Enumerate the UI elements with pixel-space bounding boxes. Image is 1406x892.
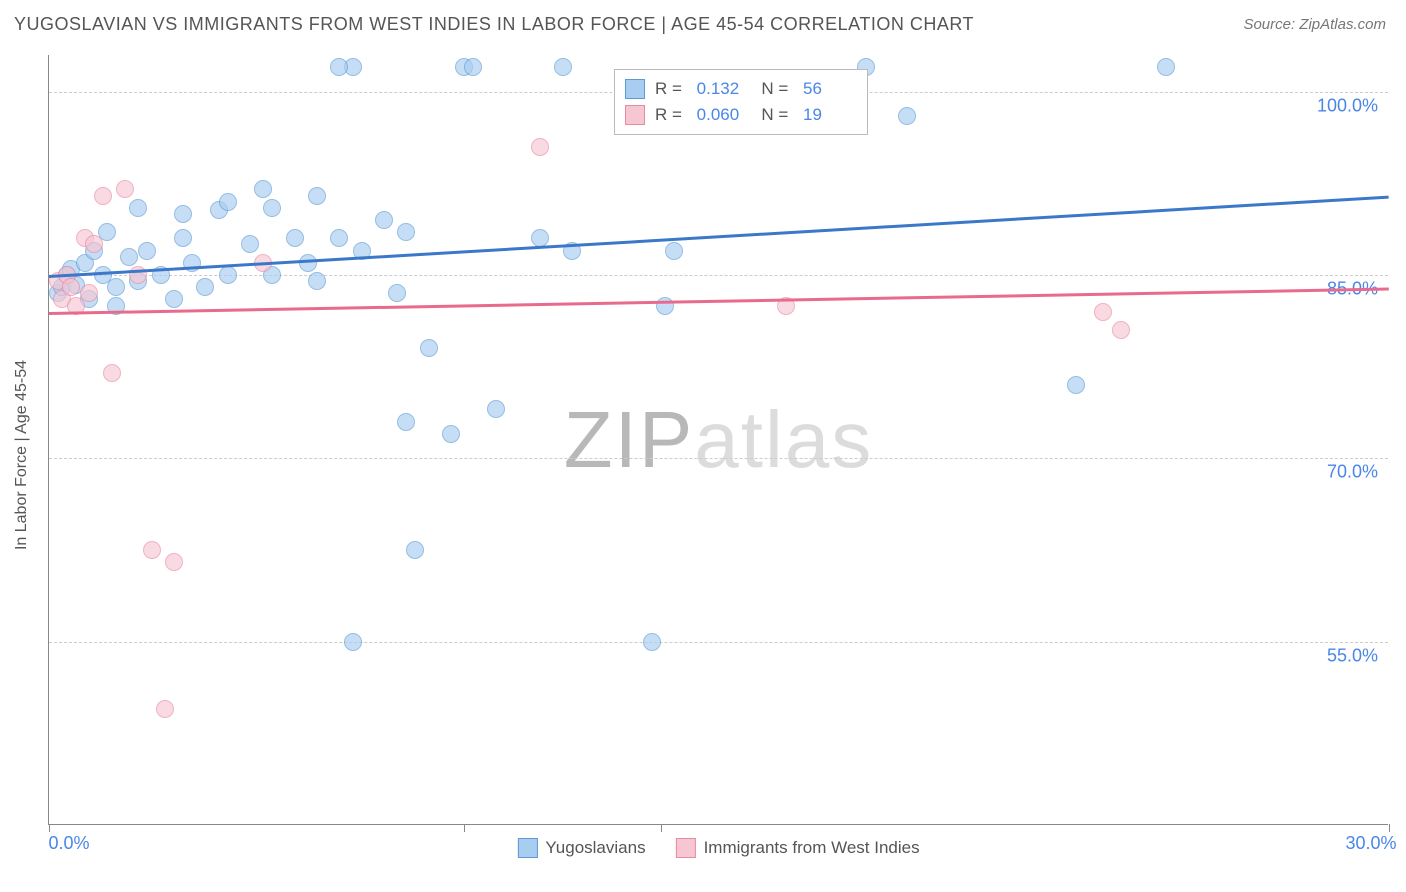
scatter-point (219, 266, 237, 284)
scatter-point (388, 284, 406, 302)
y-tick-label: 100.0% (1317, 95, 1378, 116)
scatter-point (165, 553, 183, 571)
scatter-point (330, 229, 348, 247)
scatter-point (554, 58, 572, 76)
source-credit: Source: ZipAtlas.com (1243, 16, 1386, 33)
scatter-point (308, 187, 326, 205)
scatter-point (464, 58, 482, 76)
trend-line (49, 287, 1389, 314)
scatter-point (656, 297, 674, 315)
legend-swatch (517, 838, 537, 858)
scatter-point (94, 187, 112, 205)
scatter-point (174, 229, 192, 247)
legend-n-label: N = (757, 102, 793, 128)
legend-n-value: 19 (803, 102, 853, 128)
x-tick (49, 824, 50, 832)
scatter-point (62, 278, 80, 296)
legend-r-label: R = (655, 102, 687, 128)
scatter-point (120, 248, 138, 266)
scatter-point (406, 541, 424, 559)
gridline (49, 642, 1388, 643)
scatter-point (898, 107, 916, 125)
y-tick-label: 70.0% (1327, 462, 1378, 483)
scatter-point (80, 284, 98, 302)
scatter-point (344, 633, 362, 651)
x-tick (661, 824, 662, 832)
legend-item: Yugoslavians (517, 838, 645, 858)
scatter-point (330, 58, 348, 76)
scatter-point (143, 541, 161, 559)
scatter-point (107, 278, 125, 296)
y-tick-label: 55.0% (1327, 645, 1378, 666)
scatter-point (1067, 376, 1085, 394)
scatter-point (138, 242, 156, 260)
legend-swatch (676, 838, 696, 858)
plot-area: ZIPatlas 55.0%70.0%85.0%100.0%0.0%30.0%R… (48, 55, 1388, 825)
legend-row: R = 0.132 N = 56 (625, 76, 853, 102)
scatter-point (286, 229, 304, 247)
scatter-point (442, 425, 460, 443)
scatter-point (263, 199, 281, 217)
series-legend: Yugoslavians Immigrants from West Indies (517, 838, 919, 858)
gridline (49, 275, 1388, 276)
scatter-point (375, 211, 393, 229)
scatter-point (308, 272, 326, 290)
page-title: YUGOSLAVIAN VS IMMIGRANTS FROM WEST INDI… (14, 14, 974, 35)
correlation-legend: R = 0.132 N = 56R = 0.060 N = 19 (614, 69, 868, 135)
scatter-point (1157, 58, 1175, 76)
legend-r-value: 0.132 (697, 76, 747, 102)
y-axis-label: In Labor Force | Age 45-54 (13, 360, 31, 550)
scatter-point (85, 235, 103, 253)
legend-item: Immigrants from West Indies (676, 838, 920, 858)
scatter-point (241, 235, 259, 253)
legend-label: Immigrants from West Indies (704, 838, 920, 858)
scatter-point (129, 199, 147, 217)
scatter-point (165, 290, 183, 308)
legend-r-label: R = (655, 76, 687, 102)
legend-swatch (625, 105, 645, 125)
scatter-point (1094, 303, 1112, 321)
x-tick-label: 0.0% (48, 833, 89, 854)
legend-n-label: N = (757, 76, 793, 102)
legend-label: Yugoslavians (545, 838, 645, 858)
watermark: ZIPatlas (564, 394, 873, 486)
scatter-point (397, 413, 415, 431)
scatter-point (1112, 321, 1130, 339)
legend-n-value: 56 (803, 76, 853, 102)
x-tick-label: 30.0% (1345, 833, 1396, 854)
scatter-point (103, 364, 121, 382)
x-tick (1389, 824, 1390, 832)
scatter-point (174, 205, 192, 223)
correlation-chart: In Labor Force | Age 45-54 ZIPatlas 55.0… (0, 45, 1406, 865)
scatter-point (420, 339, 438, 357)
scatter-point (397, 223, 415, 241)
gridline (49, 458, 1388, 459)
legend-swatch (625, 79, 645, 99)
scatter-point (643, 633, 661, 651)
scatter-point (487, 400, 505, 418)
scatter-point (156, 700, 174, 718)
x-tick (464, 824, 465, 832)
legend-row: R = 0.060 N = 19 (625, 102, 853, 128)
scatter-point (219, 193, 237, 211)
scatter-point (196, 278, 214, 296)
scatter-point (116, 180, 134, 198)
scatter-point (254, 180, 272, 198)
scatter-point (665, 242, 683, 260)
scatter-point (531, 138, 549, 156)
legend-r-value: 0.060 (697, 102, 747, 128)
